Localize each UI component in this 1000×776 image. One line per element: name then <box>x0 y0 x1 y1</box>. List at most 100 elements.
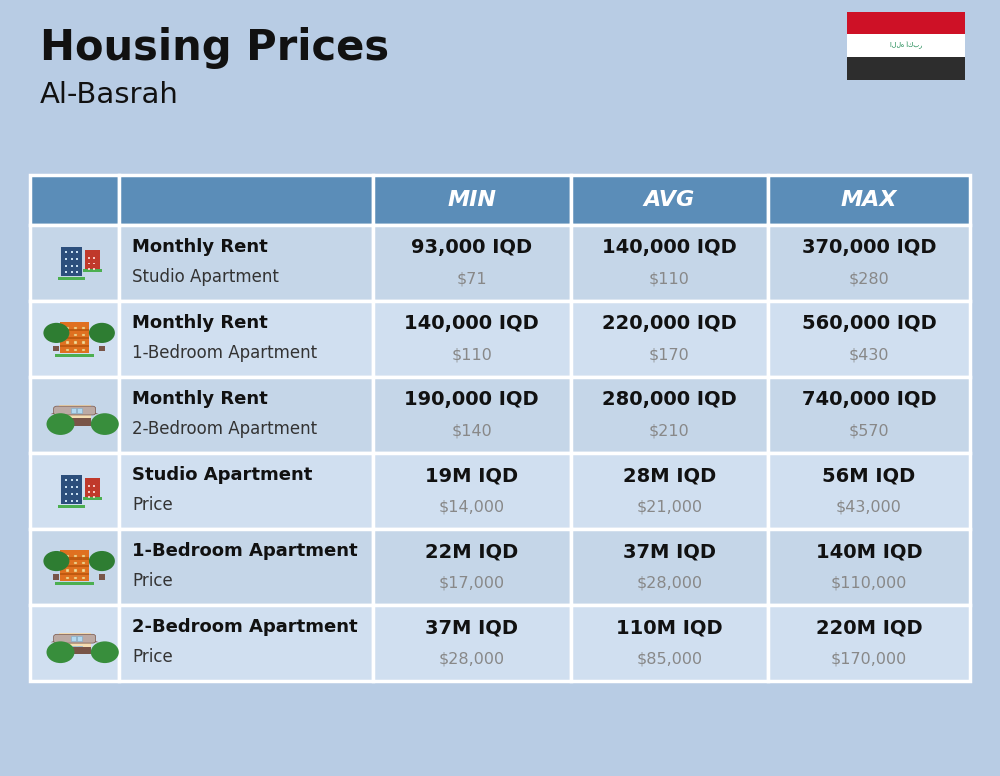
FancyBboxPatch shape <box>58 632 91 654</box>
FancyBboxPatch shape <box>70 417 76 423</box>
Text: $43,000: $43,000 <box>836 499 902 514</box>
FancyBboxPatch shape <box>93 496 95 498</box>
FancyBboxPatch shape <box>65 251 67 253</box>
FancyBboxPatch shape <box>768 529 970 605</box>
FancyBboxPatch shape <box>570 605 768 681</box>
FancyBboxPatch shape <box>847 12 965 34</box>
Circle shape <box>43 551 69 571</box>
FancyBboxPatch shape <box>88 268 90 270</box>
Text: $170: $170 <box>649 347 690 362</box>
FancyBboxPatch shape <box>66 570 69 572</box>
FancyBboxPatch shape <box>30 175 119 225</box>
FancyBboxPatch shape <box>70 636 76 641</box>
FancyBboxPatch shape <box>30 377 119 453</box>
FancyBboxPatch shape <box>373 529 570 605</box>
FancyBboxPatch shape <box>83 497 102 500</box>
FancyBboxPatch shape <box>60 329 89 331</box>
FancyBboxPatch shape <box>54 634 96 643</box>
FancyBboxPatch shape <box>85 250 100 268</box>
Text: 93,000 IQD: 93,000 IQD <box>411 238 532 257</box>
Text: $110: $110 <box>451 347 492 362</box>
Text: 740,000 IQD: 740,000 IQD <box>802 390 936 409</box>
Text: $110: $110 <box>649 271 690 286</box>
Text: $28,000: $28,000 <box>636 575 702 591</box>
FancyBboxPatch shape <box>570 225 768 301</box>
Text: Price: Price <box>132 496 173 514</box>
FancyBboxPatch shape <box>55 582 94 585</box>
FancyBboxPatch shape <box>570 453 768 529</box>
FancyBboxPatch shape <box>60 322 89 353</box>
FancyBboxPatch shape <box>60 573 89 575</box>
FancyBboxPatch shape <box>61 247 82 276</box>
Text: الله أكبر: الله أكبر <box>890 42 922 50</box>
FancyBboxPatch shape <box>847 34 965 57</box>
Text: 28M IQD: 28M IQD <box>623 466 716 485</box>
Circle shape <box>46 641 74 663</box>
Text: 1-Bedroom Apartment: 1-Bedroom Apartment <box>132 344 317 362</box>
FancyBboxPatch shape <box>82 341 85 344</box>
Text: 370,000 IQD: 370,000 IQD <box>802 238 936 257</box>
Text: $110,000: $110,000 <box>831 575 907 591</box>
Circle shape <box>91 641 119 663</box>
Text: Studio Apartment: Studio Apartment <box>132 268 279 286</box>
FancyBboxPatch shape <box>570 175 768 225</box>
Text: 1-Bedroom Apartment: 1-Bedroom Apartment <box>132 542 358 560</box>
FancyBboxPatch shape <box>61 475 82 504</box>
Text: $17,000: $17,000 <box>439 575 505 591</box>
FancyBboxPatch shape <box>119 605 373 681</box>
FancyBboxPatch shape <box>119 377 373 453</box>
FancyBboxPatch shape <box>71 500 73 501</box>
Text: $71: $71 <box>456 271 487 286</box>
FancyBboxPatch shape <box>76 251 78 253</box>
Text: 220M IQD: 220M IQD <box>816 618 922 637</box>
FancyBboxPatch shape <box>82 334 85 336</box>
FancyBboxPatch shape <box>85 478 100 497</box>
Circle shape <box>46 413 74 435</box>
FancyBboxPatch shape <box>570 301 768 377</box>
FancyBboxPatch shape <box>30 225 119 301</box>
Text: Monthly Rent: Monthly Rent <box>132 314 268 332</box>
FancyBboxPatch shape <box>60 565 89 567</box>
FancyBboxPatch shape <box>60 557 89 559</box>
Text: 280,000 IQD: 280,000 IQD <box>602 390 737 409</box>
FancyBboxPatch shape <box>82 327 85 329</box>
FancyBboxPatch shape <box>58 277 85 280</box>
Text: $430: $430 <box>849 347 889 362</box>
FancyBboxPatch shape <box>30 301 119 377</box>
FancyBboxPatch shape <box>74 570 77 572</box>
Circle shape <box>89 323 115 343</box>
FancyBboxPatch shape <box>65 265 67 267</box>
FancyBboxPatch shape <box>71 265 73 267</box>
Text: Monthly Rent: Monthly Rent <box>132 237 268 256</box>
Text: Price: Price <box>132 572 173 591</box>
FancyBboxPatch shape <box>77 636 82 641</box>
Polygon shape <box>50 633 99 643</box>
Text: $21,000: $21,000 <box>636 499 702 514</box>
Text: 22M IQD: 22M IQD <box>425 542 518 561</box>
Text: 190,000 IQD: 190,000 IQD <box>404 390 539 409</box>
Text: $210: $210 <box>649 423 690 438</box>
FancyBboxPatch shape <box>768 225 970 301</box>
Text: MAX: MAX <box>841 190 897 210</box>
Polygon shape <box>50 405 99 414</box>
FancyBboxPatch shape <box>30 605 119 681</box>
Text: Price: Price <box>132 648 173 667</box>
FancyBboxPatch shape <box>71 493 73 495</box>
FancyBboxPatch shape <box>74 334 77 336</box>
FancyBboxPatch shape <box>55 354 94 357</box>
Text: $170,000: $170,000 <box>831 651 907 667</box>
FancyBboxPatch shape <box>373 605 570 681</box>
FancyBboxPatch shape <box>93 262 95 265</box>
Text: $85,000: $85,000 <box>636 651 702 667</box>
FancyBboxPatch shape <box>88 490 90 493</box>
FancyBboxPatch shape <box>66 348 69 351</box>
Text: 140M IQD: 140M IQD <box>816 542 922 561</box>
FancyBboxPatch shape <box>70 408 76 413</box>
FancyBboxPatch shape <box>59 418 91 426</box>
FancyBboxPatch shape <box>76 265 78 267</box>
Circle shape <box>91 413 119 435</box>
Text: 560,000 IQD: 560,000 IQD <box>802 314 936 333</box>
FancyBboxPatch shape <box>66 341 69 344</box>
FancyBboxPatch shape <box>82 577 85 579</box>
FancyBboxPatch shape <box>76 493 78 495</box>
